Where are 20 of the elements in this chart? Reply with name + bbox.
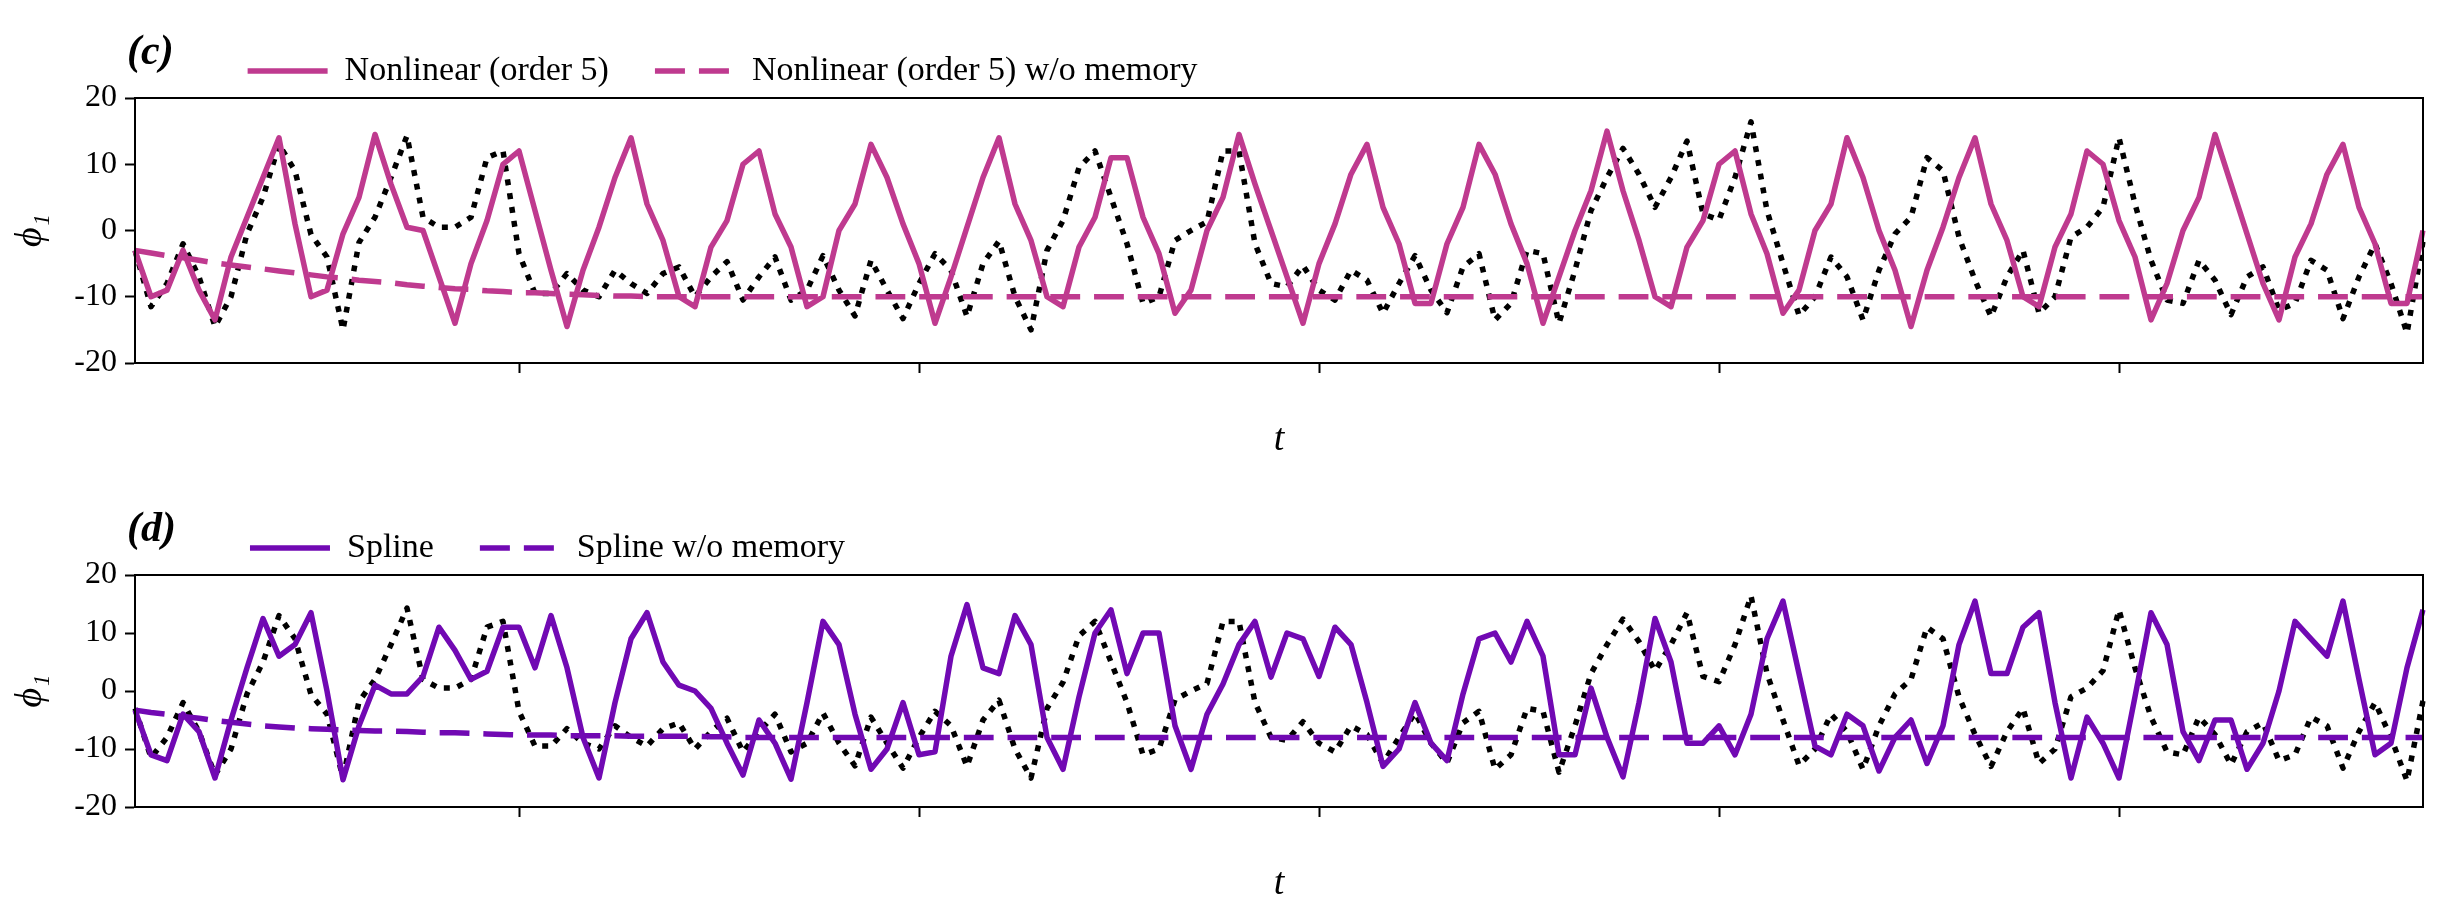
x-axis-title: t (1273, 860, 1286, 903)
y-axis-title: ϕ₁ (6, 214, 49, 247)
y-tick-label: 10 (85, 612, 117, 649)
legend-label: Nonlinear (order 5) (344, 49, 609, 88)
y-axis-title: ϕ₁ (6, 674, 49, 708)
y-tick-label: -20 (74, 786, 117, 823)
y-tick-label: -10 (74, 728, 117, 765)
chart-title: (c) (127, 26, 174, 74)
legend-label: Spline w/o memory (576, 526, 846, 564)
y-tick-label: 0 (101, 670, 117, 707)
y-tick-label: -10 (74, 276, 117, 313)
y-tick-label: 20 (85, 77, 117, 114)
chart-title: (d) (127, 503, 176, 551)
y-tick-label: -20 (74, 342, 117, 379)
legend-label: Spline (346, 526, 434, 564)
y-tick-label: 10 (85, 143, 117, 180)
y-tick-label: 0 (101, 209, 117, 246)
x-axis-title: t (1273, 416, 1286, 459)
legend-label: Nonlinear (order 5) w/o memory (751, 49, 1198, 88)
y-tick-label: 20 (85, 554, 117, 591)
